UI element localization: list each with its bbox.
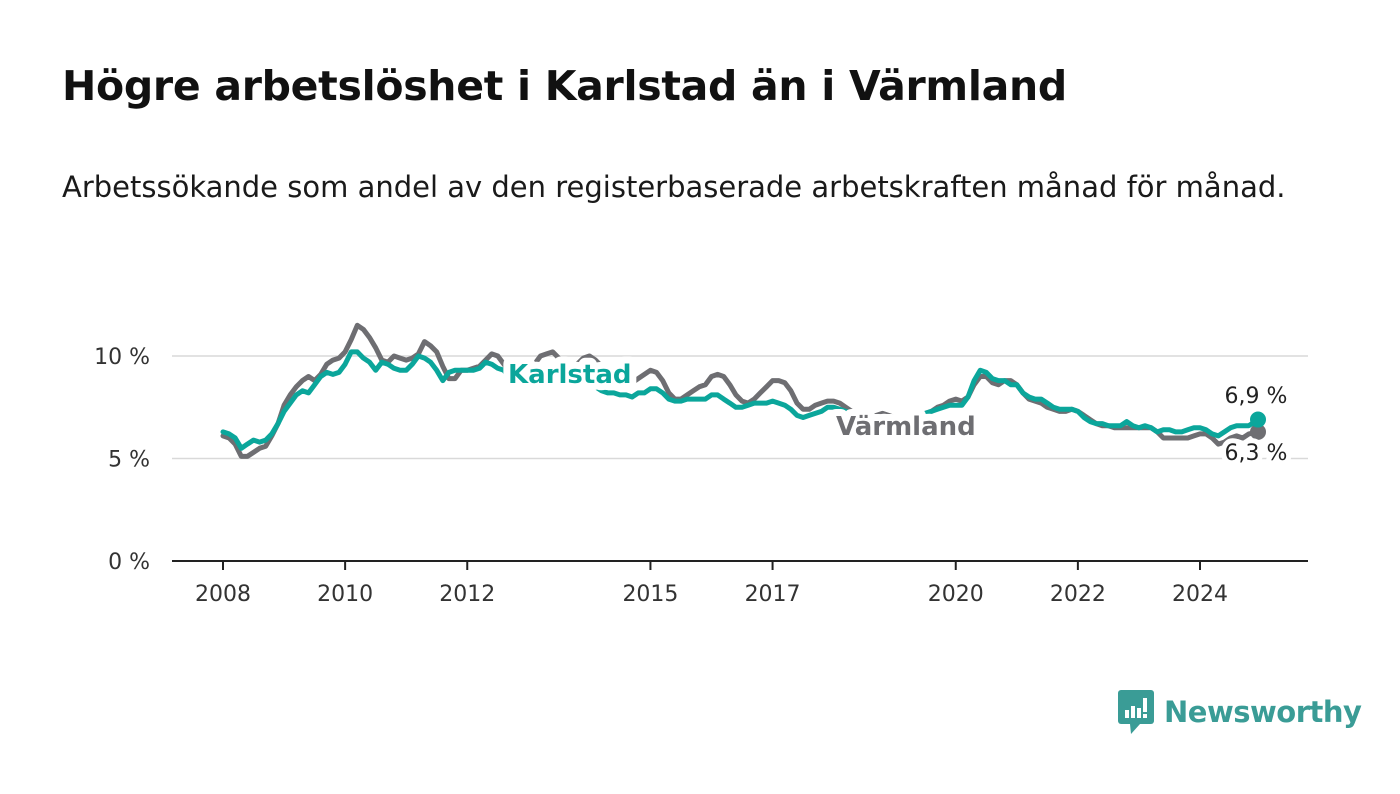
x-tick-label: 2012 [439, 582, 495, 607]
end-label-halo: 6,3 % [1225, 441, 1288, 466]
chart-subtitle: Arbetssökande som andel av den registerb… [62, 170, 1286, 204]
x-tick-label: 2010 [317, 582, 373, 607]
end-value-label-varmland: 6,3 % [1225, 441, 1288, 466]
x-tick-label: 2008 [195, 582, 251, 607]
series-line-varmland [220, 322, 1261, 459]
series-line-karlstad [220, 349, 1261, 451]
x-tick-label: 2024 [1172, 582, 1228, 607]
series-label-varmland: Värmland [836, 412, 976, 442]
y-tick-label: 5 % [108, 448, 150, 473]
series-layer [220, 322, 1267, 459]
x-tick-label: 2017 [745, 582, 801, 607]
chart-title: Högre arbetslöshet i Karlstad än i Värml… [62, 62, 1067, 110]
axis-layer: 0 % 5 % 10 % 2008 2010 2012 2015 2017 2020 2022 20… [94, 345, 1308, 607]
end-value-label-karlstad: 6,9 % [1225, 384, 1288, 409]
end-label-halo: 6,9 % [1225, 384, 1288, 409]
x-tick-label: 2015 [622, 582, 678, 607]
y-tick-label: 0 % [108, 550, 150, 575]
newsworthy-logo: Newsworthy [1118, 690, 1362, 734]
series-label-halo: Värmland [836, 412, 976, 442]
series-label-karlstad: Karlstad [508, 360, 632, 390]
series-label-halo: Karlstad [508, 360, 632, 390]
brand-name: Newsworthy [1164, 695, 1362, 729]
y-tick-label: 10 % [94, 345, 150, 370]
newsworthy-logo-icon [1118, 690, 1154, 734]
series-endpoint-varmland [1250, 423, 1267, 440]
x-tick-label: 2022 [1050, 582, 1106, 607]
x-tick-label: 2020 [928, 582, 984, 607]
series-endpoint-karlstad [1250, 411, 1267, 428]
